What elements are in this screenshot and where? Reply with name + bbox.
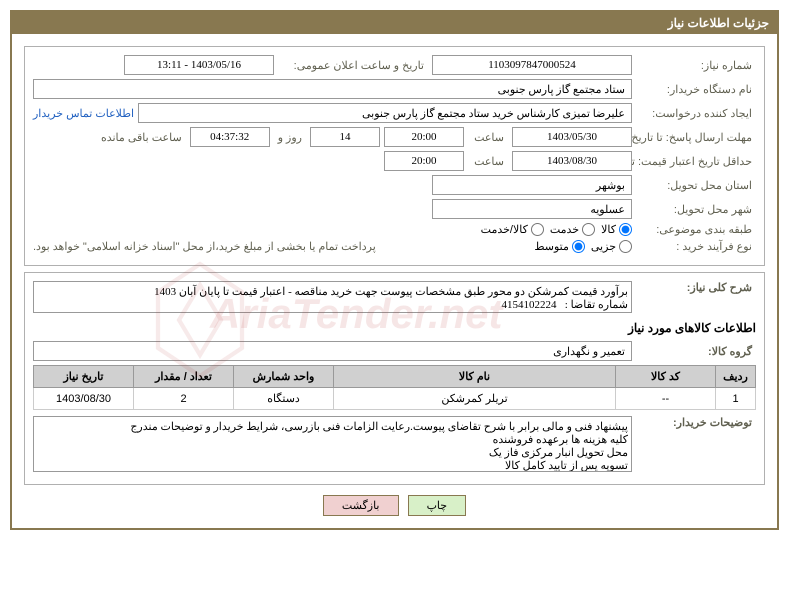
countdown-field[interactable] bbox=[190, 127, 270, 147]
validity-date-field[interactable] bbox=[512, 151, 632, 171]
buyer-notes-textarea[interactable] bbox=[33, 416, 632, 472]
radio-goods[interactable] bbox=[619, 223, 632, 236]
province-field[interactable] bbox=[432, 175, 632, 195]
requester-field[interactable] bbox=[138, 103, 632, 123]
table-cell: 2 bbox=[134, 388, 234, 410]
table-cell: 1403/08/30 bbox=[34, 388, 134, 410]
radio-both-label: کالا/خدمت bbox=[481, 223, 528, 236]
table-cell: -- bbox=[616, 388, 716, 410]
time-label-1: ساعت bbox=[468, 131, 508, 144]
category-label: طبقه بندی موضوعی: bbox=[636, 223, 756, 236]
button-bar: چاپ بازگشت bbox=[24, 495, 765, 516]
desc-label: شرح کلی نیاز: bbox=[636, 281, 756, 294]
back-button[interactable]: بازگشت bbox=[323, 495, 399, 516]
form-section: شماره نیاز: تاریخ و ساعت اعلان عمومی: نا… bbox=[24, 46, 765, 266]
payment-note: پرداخت تمام یا بخشی از مبلغ خرید،از محل … bbox=[33, 240, 376, 253]
requester-label: ایجاد کننده درخواست: bbox=[636, 107, 756, 120]
radio-service[interactable] bbox=[582, 223, 595, 236]
need-no-label: شماره نیاز: bbox=[636, 59, 756, 72]
radio-goods-label: کالا bbox=[601, 223, 616, 236]
print-button[interactable]: چاپ bbox=[408, 495, 467, 516]
process-radio-group: جزیی متوسط bbox=[534, 240, 632, 253]
table-cell: 1 bbox=[716, 388, 756, 410]
city-field[interactable] bbox=[432, 199, 632, 219]
th-code: کد کالا bbox=[616, 366, 716, 388]
days-label: روز و bbox=[274, 131, 306, 144]
time-label-2: ساعت bbox=[468, 155, 508, 168]
panel-title: جزئیات اطلاعات نیاز bbox=[12, 12, 777, 34]
province-label: استان محل تحویل: bbox=[636, 179, 756, 192]
th-unit: واحد شمارش bbox=[234, 366, 334, 388]
radio-partial[interactable] bbox=[619, 240, 632, 253]
radio-medium-label: متوسط bbox=[534, 240, 569, 253]
process-label: نوع فرآیند خرید : bbox=[636, 240, 756, 253]
goods-section-title: اطلاعات کالاهای مورد نیاز bbox=[33, 321, 756, 335]
group-field[interactable] bbox=[33, 341, 632, 361]
buyer-org-field[interactable] bbox=[33, 79, 632, 99]
goods-table: ردیف کد کالا نام کالا واحد شمارش تعداد /… bbox=[33, 365, 756, 410]
days-field[interactable] bbox=[310, 127, 380, 147]
category-radio-group: کالا خدمت کالا/خدمت bbox=[481, 223, 632, 236]
radio-medium[interactable] bbox=[572, 240, 585, 253]
remaining-label: ساعت باقی مانده bbox=[97, 131, 186, 144]
deadline-time-field[interactable] bbox=[384, 127, 464, 147]
validity-time-field[interactable] bbox=[384, 151, 464, 171]
th-date: تاریخ نیاز bbox=[34, 366, 134, 388]
buyer-org-label: نام دستگاه خریدار: bbox=[636, 83, 756, 96]
announce-date-label: تاریخ و ساعت اعلان عمومی: bbox=[278, 59, 428, 72]
announce-date-field[interactable] bbox=[124, 55, 274, 75]
need-no-field[interactable] bbox=[432, 55, 632, 75]
deadline-date-field[interactable] bbox=[512, 127, 632, 147]
radio-service-label: خدمت bbox=[550, 223, 579, 236]
group-label: گروه کالا: bbox=[636, 345, 756, 358]
detail-section: شرح کلی نیاز: اطلاعات کالاهای مورد نیاز … bbox=[24, 272, 765, 485]
buyer-notes-label: توضیحات خریدار: bbox=[636, 416, 756, 429]
validity-label: حداقل تاریخ اعتبار قیمت: تا تاریخ: bbox=[636, 155, 756, 168]
deadline-label: مهلت ارسال پاسخ: تا تاریخ: bbox=[636, 131, 756, 144]
th-qty: تعداد / مقدار bbox=[134, 366, 234, 388]
table-cell: دستگاه bbox=[234, 388, 334, 410]
desc-textarea[interactable] bbox=[33, 281, 632, 313]
contact-link[interactable]: اطلاعات تماس خریدار bbox=[33, 107, 134, 120]
radio-both[interactable] bbox=[531, 223, 544, 236]
radio-partial-label: جزیی bbox=[591, 240, 616, 253]
main-panel: جزئیات اطلاعات نیاز شماره نیاز: تاریخ و … bbox=[10, 10, 779, 530]
th-row: ردیف bbox=[716, 366, 756, 388]
table-row: 1--تریلر کمرشکندستگاه21403/08/30 bbox=[34, 388, 756, 410]
th-name: نام کالا bbox=[334, 366, 616, 388]
city-label: شهر محل تحویل: bbox=[636, 203, 756, 216]
table-cell: تریلر کمرشکن bbox=[334, 388, 616, 410]
